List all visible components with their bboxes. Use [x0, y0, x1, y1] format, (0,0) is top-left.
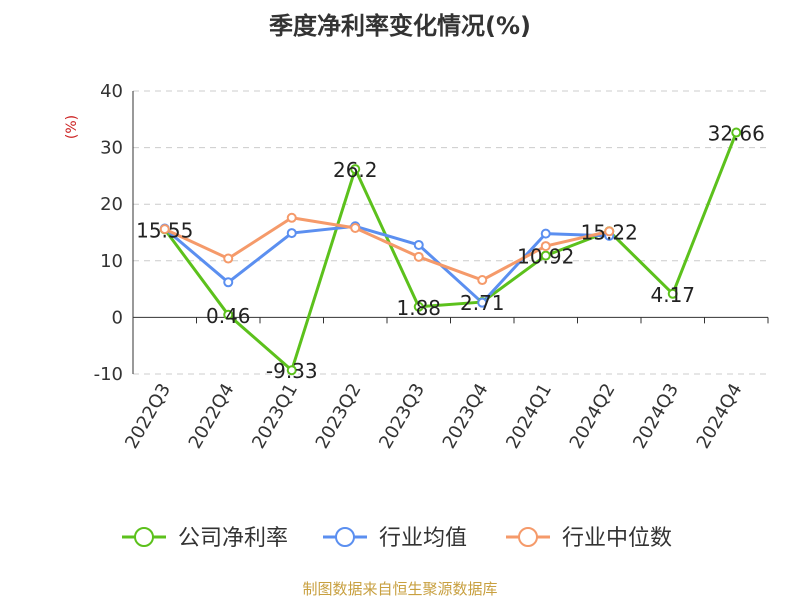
data-label: 1.88: [396, 296, 441, 320]
x-tick-label: 2024Q3: [629, 380, 683, 452]
chart-title: 季度净利率变化情况(%): [269, 12, 531, 40]
y-tick-label: 20: [100, 194, 123, 215]
data-label: 0.46: [206, 304, 251, 328]
legend-item[interactable]: 行业中位数: [506, 526, 672, 551]
y-tick-label: -10: [94, 364, 123, 385]
x-tick-label: 2023Q1: [248, 380, 302, 452]
x-tick-label: 2022Q4: [185, 380, 239, 452]
data-point: [540, 228, 551, 239]
data-label: 10.92: [517, 245, 574, 269]
y-tick-label: 10: [100, 251, 123, 272]
legend-item[interactable]: 公司净利率: [122, 526, 288, 551]
data-label: -9.33: [266, 359, 318, 383]
data-label: 26.2: [333, 158, 378, 182]
x-tick-label: 2023Q3: [375, 380, 429, 452]
x-tick-label: 2023Q4: [439, 380, 493, 452]
legend-item[interactable]: 行业均值: [323, 526, 467, 551]
y-tick-label: 0: [112, 307, 123, 328]
y-tick-label: 40: [100, 81, 123, 102]
data-point: [604, 226, 615, 237]
legend-marker: [335, 527, 355, 547]
data-point: [350, 164, 361, 175]
data-point: [159, 224, 170, 235]
data-point: [223, 309, 234, 320]
legend-marker: [518, 527, 538, 547]
y-tick-label: 30: [100, 138, 123, 159]
data-point: [477, 297, 488, 308]
legend-marker: [134, 527, 154, 547]
data-point: [540, 250, 551, 261]
data-point: [731, 127, 742, 138]
x-tick-label: 2023Q2: [312, 380, 366, 452]
data-label: 2.71: [460, 291, 505, 315]
data-point: [223, 277, 234, 288]
series-line: [164, 216, 610, 282]
data-point: [413, 251, 424, 262]
data-point: [223, 253, 234, 264]
data-label: 4.17: [650, 283, 695, 307]
data-point: [667, 288, 678, 299]
y-axis-label: (%): [64, 115, 80, 139]
data-point: [413, 301, 424, 312]
x-tick-label: 2022Q3: [121, 380, 175, 452]
x-tick-label: 2024Q1: [502, 380, 556, 452]
data-point: [286, 365, 297, 376]
data-source-note: 制图数据来自恒生聚源数据库: [302, 580, 498, 598]
legend-label: 公司净利率: [178, 526, 288, 551]
data-label: 32.66: [708, 122, 765, 146]
data-label: 15.22: [581, 220, 638, 244]
data-point: [350, 222, 361, 233]
data-point: [413, 239, 424, 250]
data-point: [286, 228, 297, 239]
data-point: [286, 212, 297, 223]
series-line: [163, 224, 610, 305]
x-tick-label: 2024Q4: [693, 380, 747, 452]
data-label: 15.55: [136, 218, 193, 242]
legend-label: 行业中位数: [562, 526, 672, 551]
data-point: [477, 275, 488, 286]
x-tick-label: 2024Q2: [566, 380, 620, 452]
legend-label: 行业均值: [379, 526, 467, 551]
data-point: [540, 241, 551, 252]
series-line: [163, 131, 738, 372]
